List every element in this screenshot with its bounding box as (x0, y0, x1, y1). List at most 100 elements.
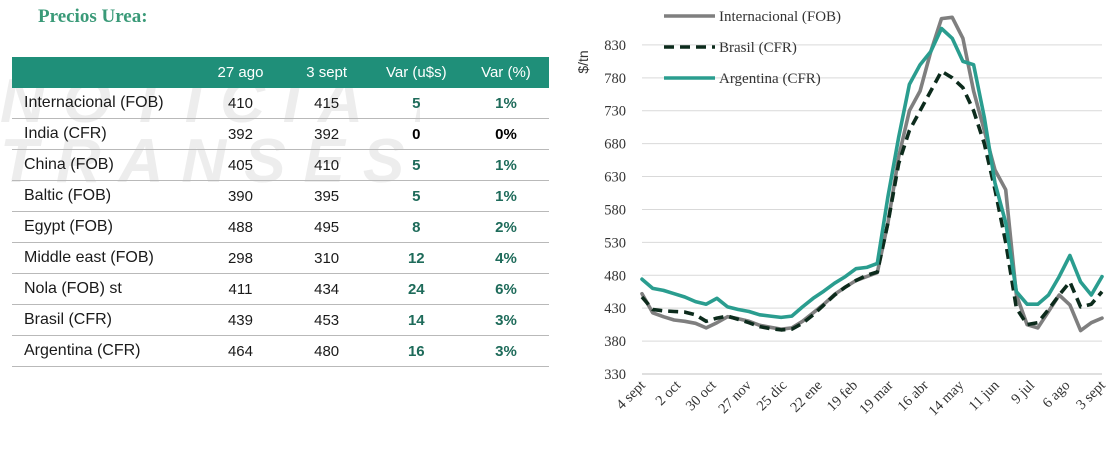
y-tick-label: 780 (604, 71, 626, 87)
y-tick-label: 730 (604, 104, 626, 120)
row-name: Baltic (FOB) (12, 180, 198, 212)
table-header-row: 27 ago 3 sept Var (u$s) Var (%) (12, 57, 549, 88)
page-title: Precios Urea: (38, 6, 148, 27)
table-row: Baltic (FOB) 390 395 5 1% (12, 180, 549, 212)
x-tick-label: 2 oct (653, 378, 685, 410)
row-var-usd: 5 (369, 180, 463, 212)
row-value-27-ago: 488 (197, 211, 284, 243)
row-var-pct: 0% (462, 118, 549, 150)
series-line-3 (640, 26, 1104, 320)
x-tick-label: 9 jul (1008, 378, 1038, 408)
header-var-pct: Var (%) (462, 57, 549, 88)
row-value-3-sept: 495 (283, 211, 370, 243)
y-tick-label: 480 (604, 268, 626, 284)
series-line-2 (640, 69, 1104, 332)
header-var-usd: Var (u$s) (369, 57, 463, 88)
row-name: Internacional (FOB) (12, 88, 198, 119)
x-tick-label: 22 ene (787, 378, 825, 416)
row-name: Argentina (CFR) (12, 335, 198, 367)
row-var-usd: 0 (369, 118, 463, 150)
row-value-3-sept: 395 (283, 180, 370, 212)
row-value-3-sept: 434 (283, 273, 370, 305)
row-value-27-ago: 390 (197, 180, 284, 212)
row-name: India (CFR) (12, 118, 198, 150)
table-row: Nola (FOB) st 411 434 24 6% (12, 273, 549, 305)
y-tick-label: 430 (604, 301, 626, 317)
grid-lines (642, 44, 1102, 375)
table-row: Middle east (FOB) 298 310 12 4% (12, 242, 549, 274)
y-tick-labels: 330 380 430 480 530 580 630 680 730 780 830 (604, 38, 626, 383)
x-tick-label: 25 dic (754, 378, 791, 415)
row-var-pct: 3% (462, 304, 549, 336)
table-row: Internacional (FOB) 410 415 5 1% (12, 88, 549, 119)
y-tick-label: 530 (604, 235, 626, 251)
y-axis-label: $/tn (575, 50, 591, 73)
x-tick-label: 3 sept (1073, 378, 1109, 414)
row-value-27-ago: 392 (197, 118, 284, 150)
row-value-3-sept: 310 (283, 242, 370, 274)
row-value-3-sept: 392 (283, 118, 370, 150)
header-date-2: 3 sept (283, 57, 370, 88)
row-var-usd: 8 (369, 211, 463, 243)
x-tick-label: 19 mar (856, 377, 896, 417)
header-date-1: 27 ago (197, 57, 284, 88)
y-tick-label: 680 (604, 137, 626, 153)
row-value-27-ago: 298 (197, 242, 284, 274)
x-tick-label: 11 jun (966, 377, 1003, 414)
row-name: Nola (FOB) st (12, 273, 198, 305)
y-tick-label: 630 (604, 170, 626, 186)
row-value-27-ago: 410 (197, 88, 284, 119)
table-row: Egypt (FOB) 488 495 8 2% (12, 211, 549, 243)
row-var-pct: 6% (462, 273, 549, 305)
y-tick-label: 830 (604, 38, 626, 54)
table-row: Argentina (CFR) 464 480 16 3% (12, 335, 549, 367)
price-table: 27 ago 3 sept Var (u$s) Var (%) Internac… (12, 57, 549, 367)
y-tick-label: 580 (604, 202, 626, 218)
row-var-usd: 16 (369, 335, 463, 367)
x-tick-label: 14 may (926, 377, 968, 419)
header-name (12, 57, 198, 88)
row-value-27-ago: 464 (197, 335, 284, 367)
series-lines (640, 15, 1104, 333)
urea-price-chart: 330 380 430 480 530 580 630 680 730 780 830 4 sept… (560, 0, 1120, 445)
row-value-3-sept: 415 (283, 88, 370, 119)
row-var-pct: 4% (462, 242, 549, 274)
chart-svg: 330 380 430 480 530 580 630 680 730 780 830 4 sept… (575, 9, 1109, 419)
row-var-usd: 14 (369, 304, 463, 336)
table-body: Internacional (FOB) 410 415 5 1% India (CFR) 3… (12, 88, 549, 367)
legend-label-3: Argentina (CFR) (719, 71, 821, 87)
y-tick-label: 380 (604, 334, 626, 350)
legend-label-2: Brasil (CFR) (719, 40, 797, 56)
row-value-27-ago: 411 (197, 273, 284, 305)
row-var-pct: 1% (462, 149, 549, 181)
row-var-pct: 1% (462, 88, 549, 119)
row-value-3-sept: 480 (283, 335, 370, 367)
row-var-usd: 12 (369, 242, 463, 274)
row-name: Egypt (FOB) (12, 211, 198, 243)
row-value-3-sept: 453 (283, 304, 370, 336)
row-value-3-sept: 410 (283, 149, 370, 181)
table-row: India (CFR) 392 392 0 0% (12, 118, 549, 150)
row-var-pct: 1% (462, 180, 549, 212)
row-name: Brasil (CFR) (12, 304, 198, 336)
series-line-1 (640, 15, 1104, 333)
row-name: China (FOB) (12, 149, 198, 181)
row-name: Middle east (FOB) (12, 242, 198, 274)
row-value-27-ago: 405 (197, 149, 284, 181)
x-tick-label: 19 feb (824, 378, 861, 415)
x-tick-label: 6 ago (1040, 378, 1074, 412)
row-var-pct: 2% (462, 211, 549, 243)
x-tick-label: 27 nov (715, 377, 755, 417)
row-value-27-ago: 439 (197, 304, 284, 336)
table-row: Brasil (CFR) 439 453 14 3% (12, 304, 549, 336)
row-var-usd: 5 (369, 149, 463, 181)
x-tick-label: 30 oct (683, 378, 720, 415)
row-var-usd: 5 (369, 88, 463, 119)
row-var-usd: 24 (369, 273, 463, 305)
legend: Internacional (FOB) Brasil (CFR) Argentina… (664, 9, 841, 87)
row-var-pct: 3% (462, 335, 549, 367)
y-tick-label: 330 (604, 367, 626, 383)
table-row: China (FOB) 405 410 5 1% (12, 149, 549, 181)
legend-label-1: Internacional (FOB) (719, 9, 841, 25)
